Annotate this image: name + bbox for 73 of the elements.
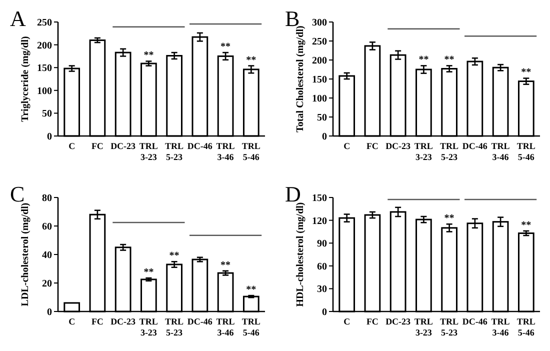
x-tick-label: DC-46: [462, 316, 488, 326]
y-tick-label: 200: [312, 56, 327, 66]
y-tick-label: 150: [312, 193, 327, 204]
x-tick-label: TRL 5-46: [242, 141, 260, 162]
x-tick-label: TRL 5-46: [242, 316, 260, 338]
y-tick-label: 60: [317, 261, 327, 272]
annotation: **: [521, 220, 532, 231]
x-tick-label: FC: [91, 316, 104, 326]
x-tick-label: DC-23: [386, 316, 412, 326]
annotation: **: [144, 267, 154, 278]
y-tick-label: 0: [47, 132, 52, 142]
annotation: **: [144, 50, 154, 62]
x-tick-label: TRL 3-46: [491, 141, 510, 162]
y-tick-label: 120: [312, 216, 327, 227]
y-tick-label: 200: [37, 40, 52, 52]
x-tick-label: TRL 3-46: [216, 141, 235, 162]
y-tick-label: 40: [42, 250, 52, 261]
x-tick-label: DC-23: [110, 141, 136, 151]
annotation: **: [246, 54, 256, 66]
x-tick-label: TRL 5-23: [165, 316, 184, 338]
x-tick-label: TRL 3-23: [139, 316, 158, 338]
y-tick-label: 80: [42, 193, 52, 204]
y-axis-title: Triglyceride (mg/dl): [20, 36, 31, 122]
x-tick-label: TRL 3-23: [414, 316, 433, 338]
x-tick-label: DC-23: [110, 316, 136, 326]
y-tick-label: 0: [47, 307, 52, 318]
x-tick-label: C: [344, 316, 350, 326]
y-tick-label: 50: [42, 108, 52, 120]
x-tick-label: TRL 3-46: [491, 316, 510, 338]
y-axis-title: LDL-cholesterol (mg/dl): [20, 202, 31, 306]
annotation: **: [220, 42, 231, 53]
y-tick-label: 300: [312, 18, 327, 28]
y-axis-title: Total Cholesterol (mg/dl): [295, 26, 306, 132]
x-tick-label: C: [68, 316, 76, 326]
chart-title: A: [10, 6, 26, 31]
annotation: **: [444, 54, 454, 66]
annotation: **: [246, 284, 256, 296]
x-tick-label: TRL 5-46: [516, 316, 536, 338]
x-tick-label: TRL 5-23: [440, 316, 459, 338]
y-tick-label: 100: [37, 86, 52, 97]
annotation: **: [169, 250, 180, 262]
y-tick-label: 20: [42, 278, 52, 290]
x-tick-label: C: [344, 141, 350, 151]
x-tick-label: TRL 5-46: [516, 141, 536, 162]
x-tick-label: FC: [366, 141, 378, 151]
x-tick-label: TRL 5-23: [440, 141, 459, 162]
y-tick-label: 60: [42, 222, 52, 232]
x-tick-label: DC-46: [187, 141, 213, 151]
y-tick-label: 0: [322, 307, 327, 318]
x-tick-label: TRL 3-23: [414, 141, 433, 162]
x-tick-label: TRL 3-23: [139, 141, 158, 162]
y-tick-label: 90: [317, 238, 327, 250]
y-tick-label: 0: [322, 132, 327, 142]
y-tick-label: 250: [37, 18, 52, 28]
annotation: **: [444, 213, 454, 224]
x-tick-label: DC-46: [462, 141, 488, 151]
annotation: **: [521, 67, 532, 78]
y-tick-label: 30: [317, 284, 327, 296]
y-tick-label: 150: [37, 63, 52, 74]
x-tick-label: FC: [366, 316, 378, 326]
y-tick-label: 100: [312, 94, 327, 104]
x-tick-label: C: [68, 141, 76, 151]
annotation: **: [418, 54, 429, 66]
y-axis-title: HDL-cholesterol (mg/dl): [295, 202, 306, 307]
annotation: **: [220, 260, 231, 271]
x-tick-label: TRL 3-46: [216, 316, 235, 338]
x-tick-label: TRL 5-23: [165, 141, 184, 162]
y-tick-label: 50: [317, 112, 327, 124]
x-tick-label: DC-23: [386, 141, 412, 151]
y-tick-label: 150: [312, 74, 327, 86]
y-tick-label: 250: [312, 36, 327, 48]
x-tick-label: DC-46: [187, 316, 213, 326]
x-tick-label: FC: [91, 141, 104, 151]
